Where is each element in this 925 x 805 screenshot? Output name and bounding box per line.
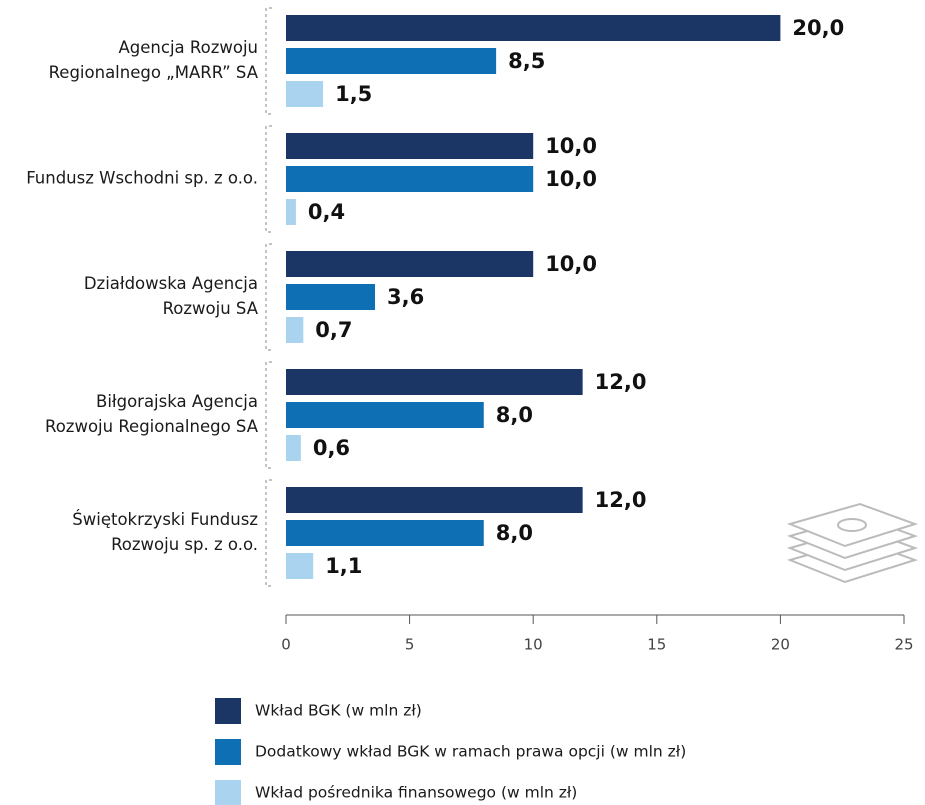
legend-label: Wkład BGK (w mln zł) xyxy=(255,702,422,720)
bar xyxy=(286,553,314,579)
bar xyxy=(286,284,375,310)
value-label: 0,6 xyxy=(313,436,350,460)
x-tick-label: 25 xyxy=(894,636,913,654)
bar xyxy=(286,15,781,41)
value-label: 8,0 xyxy=(496,521,533,545)
value-label: 10,0 xyxy=(545,252,597,276)
legend-label: Wkład pośrednika finansowego (w mln zł) xyxy=(255,784,577,802)
category-label: Rozwoju SA xyxy=(163,299,259,318)
value-label: 1,1 xyxy=(325,554,362,578)
bar xyxy=(286,402,484,428)
value-label: 8,5 xyxy=(508,49,545,73)
value-label: 3,6 xyxy=(387,285,424,309)
bar xyxy=(286,81,324,107)
group-bracket xyxy=(265,361,272,469)
bar xyxy=(286,317,304,343)
bar xyxy=(286,166,534,192)
group-bracket xyxy=(265,479,272,587)
x-tick-label: 0 xyxy=(281,636,291,654)
group-bracket xyxy=(265,125,272,233)
value-label: 8,0 xyxy=(496,403,533,427)
bar xyxy=(286,520,484,546)
category-label: Regionalnego „MARR” SA xyxy=(49,63,259,82)
x-tick-label: 15 xyxy=(647,636,666,654)
bar xyxy=(286,133,534,159)
value-label: 20,0 xyxy=(792,16,844,40)
x-tick-label: 10 xyxy=(524,636,543,654)
value-label: 1,5 xyxy=(335,82,372,106)
value-label: 10,0 xyxy=(545,167,597,191)
category-label: Agencja Rozwoju xyxy=(119,38,259,57)
money-icon xyxy=(786,502,919,584)
bar xyxy=(286,369,583,395)
value-label: 12,0 xyxy=(595,488,647,512)
value-label: 10,0 xyxy=(545,134,597,158)
category-label: Działdowska Agencja xyxy=(84,274,258,293)
category-label: Rozwoju sp. z o.o. xyxy=(111,535,258,554)
category-label: Rozwoju Regionalnego SA xyxy=(45,417,259,436)
value-label: 12,0 xyxy=(595,370,647,394)
legend-swatch xyxy=(215,780,241,805)
category-label: Biłgorajska Agencja xyxy=(96,392,258,411)
value-label: 0,4 xyxy=(308,200,345,224)
bar xyxy=(286,435,301,461)
bar xyxy=(286,199,296,225)
x-tick-label: 20 xyxy=(771,636,790,654)
x-tick-label: 5 xyxy=(405,636,415,654)
group-bracket xyxy=(265,243,272,351)
bar xyxy=(286,487,583,513)
bar xyxy=(286,251,534,277)
value-label: 0,7 xyxy=(315,318,352,342)
legend-swatch xyxy=(215,739,241,765)
category-label: Świętokrzyski Fundusz xyxy=(72,510,258,529)
legend-label: Dodatkowy wkład BGK w ramach prawa opcji… xyxy=(255,743,686,761)
legend-swatch xyxy=(215,698,241,724)
bar xyxy=(286,48,497,74)
category-label: Fundusz Wschodni sp. z o.o. xyxy=(26,169,258,188)
group-bracket xyxy=(265,7,272,115)
